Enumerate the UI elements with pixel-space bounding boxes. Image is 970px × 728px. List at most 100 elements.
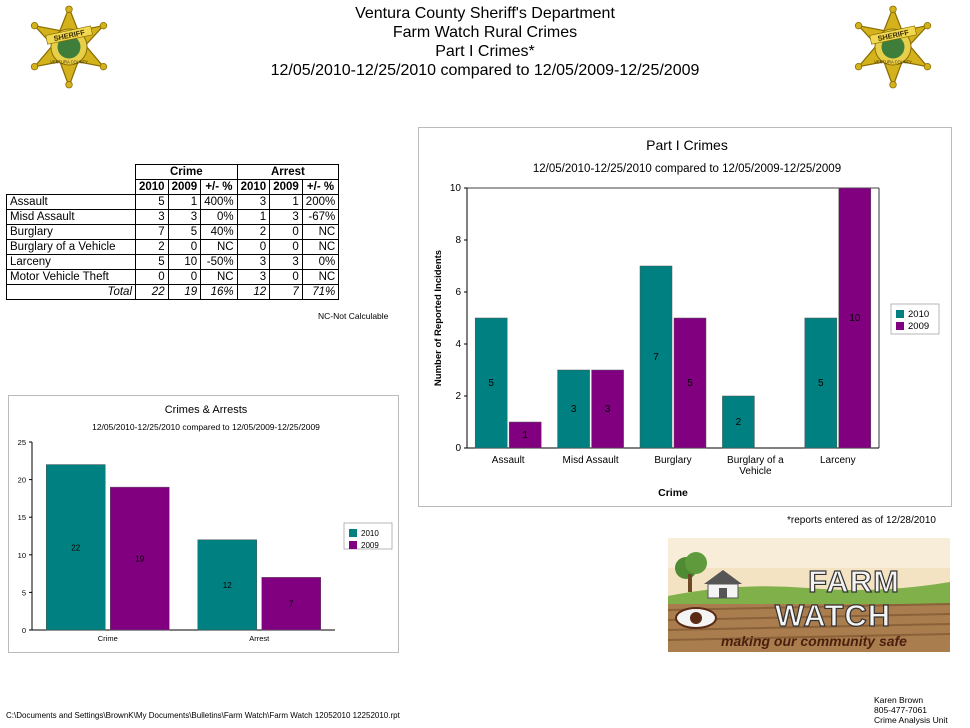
sheriff-badge-icon: SHERIFF VENTURA COUNTY: [854, 5, 932, 89]
report-title: Ventura County Sheriff's Department: [355, 5, 615, 22]
y-tick-label: 0: [455, 443, 461, 454]
table-cell: NC: [301, 224, 340, 240]
y-tick-label: 6: [455, 287, 461, 298]
table-corner: [7, 180, 136, 195]
table-column-header: 2009: [269, 179, 303, 195]
bar-value-label: 5: [818, 378, 824, 389]
legend-swatch-2009: [349, 541, 357, 549]
table-subheader-row: 2010 2009 +/- % 2010 2009 +/- %: [7, 179, 340, 195]
bar-2010: [639, 265, 673, 449]
table-cell: -50%: [200, 254, 238, 270]
table-cell: 7: [135, 224, 169, 240]
legend-swatch-2010: [349, 529, 357, 537]
table-cell: 3: [236, 269, 271, 285]
table-row: Burglary 7 5 40% 2 0 NC: [6, 224, 340, 240]
table-corner: [7, 165, 136, 180]
table-column-header: +/- %: [200, 179, 238, 195]
table-cell: 400%: [200, 194, 238, 210]
table-cell: 0: [167, 269, 202, 285]
logo-tagline: making our community safe: [721, 633, 907, 649]
table-cell: -67%: [301, 209, 340, 225]
bar-2010: [197, 539, 257, 631]
table-cell: 3: [167, 209, 202, 225]
table-cell: 200%: [301, 194, 340, 210]
table-cell: 0: [269, 239, 303, 255]
bar-value-label: 2: [736, 417, 742, 428]
table-cell: 1: [236, 209, 271, 225]
y-tick-label: 0: [22, 626, 26, 635]
report-subtitle: Farm Watch Rural Crimes: [392, 24, 578, 41]
table-cell: 22: [135, 284, 169, 300]
bar-2009: [673, 317, 707, 449]
x-category-label: Arrest: [249, 634, 270, 643]
bar-value-label: 3: [571, 404, 577, 415]
table-row-label: Total: [6, 284, 136, 300]
y-tick-label: 4: [455, 339, 461, 350]
y-axis-label: Number of Reported Incidents: [433, 250, 444, 386]
legend-label: 2009: [908, 321, 929, 332]
table-cell: 5: [167, 224, 202, 240]
legend-swatch-2009: [896, 322, 904, 330]
table-row: Motor Vehicle Theft 0 0 NC 3 0 NC: [6, 269, 340, 285]
table-row: Assault 5 1 400% 3 1 200%: [6, 194, 340, 210]
chart-subtitle: 12/05/2010-12/25/2010 compared to 12/05/…: [92, 422, 320, 432]
part1-crimes-chart: Part I Crimes 12/05/2010-12/25/2010 compa…: [433, 137, 940, 499]
table-cell: 0: [269, 224, 303, 240]
bar-value-label: 5: [488, 378, 494, 389]
table-group-header: Arrest: [236, 164, 340, 180]
report-section: Part I Crimes*: [435, 43, 535, 60]
y-tick-label: 2: [455, 391, 461, 402]
table-cell: NC: [200, 269, 238, 285]
table-cell: 3: [135, 209, 169, 225]
y-tick-label: 8: [455, 235, 461, 246]
table-cell: 3: [236, 194, 271, 210]
bar-2010: [722, 395, 755, 449]
report-header: Ventura County Sheriff's Department Farm…: [0, 4, 970, 80]
table-cell: 0: [167, 239, 202, 255]
crimes-arrests-chart-panel: Crimes & Arrests 12/05/2010-12/25/2010 co…: [8, 395, 399, 653]
reports-note: *reports entered as of 12/28/2010: [787, 515, 936, 526]
table-cell: NC: [301, 269, 340, 285]
bar-2010: [46, 464, 106, 631]
logo-farm-text: FARM: [808, 564, 900, 599]
table-cell: 3: [269, 254, 303, 270]
table-cell: 12: [236, 284, 271, 300]
y-tick-label: 5: [22, 588, 26, 597]
report-date-range: 12/05/2010-12/25/2010 compared to 12/05/…: [270, 62, 700, 79]
table-cell: NC: [200, 239, 238, 255]
crime-arrest-table: Crime Arrest 2010 2009 +/- % 2010 2009 +/- % …: [6, 164, 340, 300]
table-cell: 0%: [301, 254, 340, 270]
table-cell: 0: [135, 269, 169, 285]
contact-unit: Crime Analysis Unit: [874, 715, 948, 725]
bar-value-label: 7: [289, 600, 294, 609]
bar-value-label: 3: [605, 404, 611, 415]
table-note: NC-Not Calculable: [318, 311, 389, 321]
y-tick-label: 20: [18, 476, 26, 485]
table-column-header: 2010: [236, 179, 271, 195]
table-column-header: 2009: [167, 179, 202, 195]
bar-2009: [261, 577, 321, 631]
legend-swatch-2010: [896, 310, 904, 318]
bar-value-label: 22: [71, 543, 80, 552]
part1-crimes-chart-panel: Part I Crimes 12/05/2010-12/25/2010 compa…: [418, 127, 952, 507]
legend-label: 2010: [361, 529, 379, 538]
x-category-label: Crime: [98, 634, 118, 643]
bar-value-label: 12: [223, 581, 232, 590]
table-cell: 1: [167, 194, 202, 210]
y-tick-label: 10: [450, 183, 462, 194]
table-cell: 16%: [200, 284, 238, 300]
table-cell: 0%: [200, 209, 238, 225]
bar-2010: [474, 317, 508, 449]
x-category-label: Larceny: [820, 455, 856, 466]
table-cell: 7: [269, 284, 303, 300]
badge-ring-text: VENTURA COUNTY: [50, 59, 88, 64]
bar-value-label: 7: [653, 352, 659, 363]
table-column-header: +/- %: [301, 179, 340, 195]
table-row-label: Assault: [6, 194, 136, 210]
table-row-label: Larceny: [6, 254, 136, 270]
sheriff-badge-icon: SHERIFF VENTURA COUNTY: [30, 5, 108, 89]
table-row-label: Motor Vehicle Theft: [6, 269, 136, 285]
contact-phone: 805-477-7061: [874, 705, 927, 715]
y-tick-label: 10: [18, 551, 26, 560]
table-cell: 40%: [200, 224, 238, 240]
